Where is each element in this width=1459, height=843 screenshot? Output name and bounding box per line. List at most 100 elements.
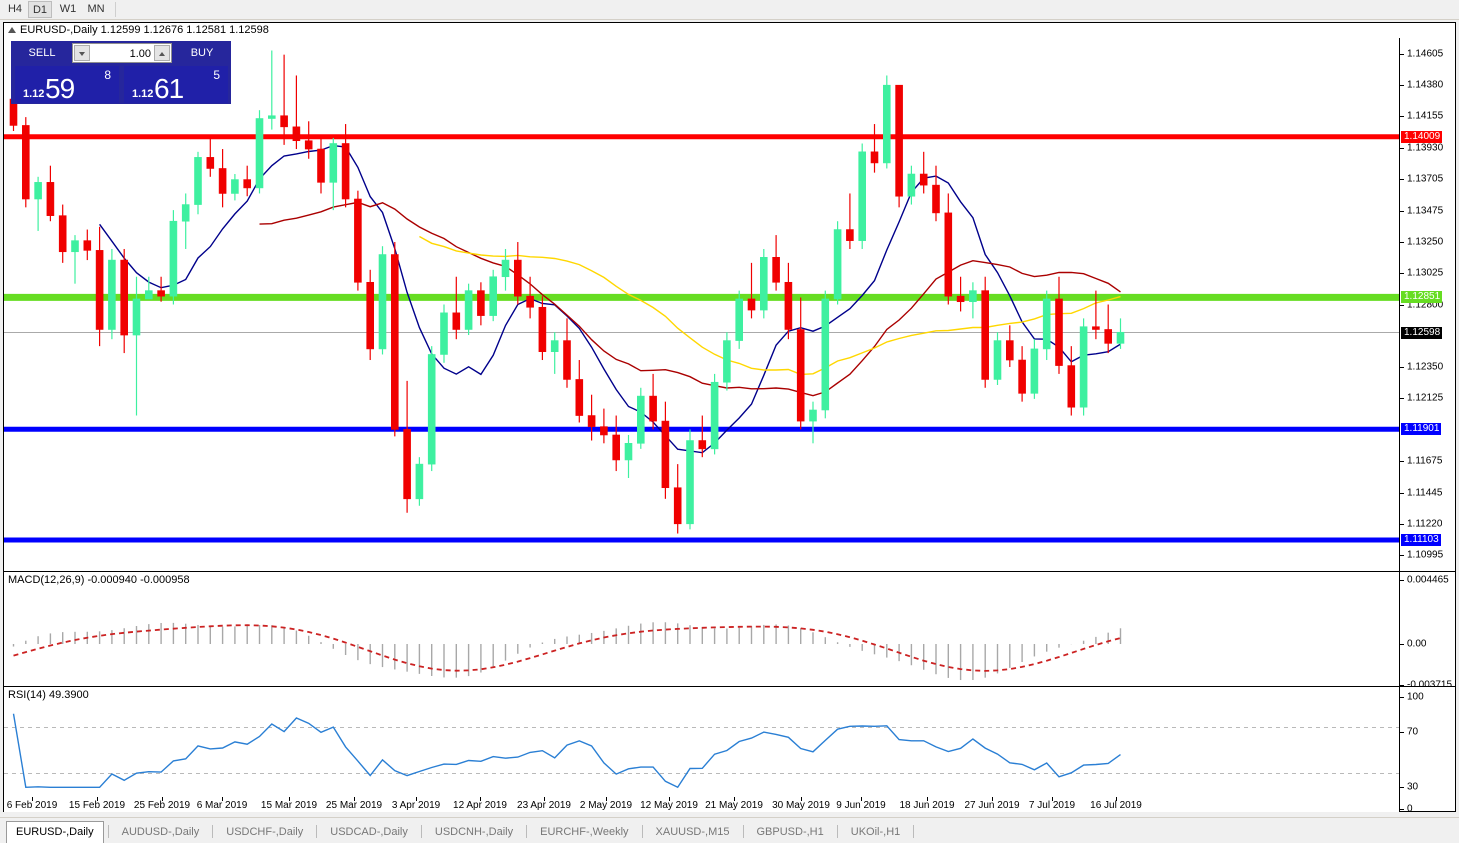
- timeframe-h4[interactable]: H4: [7, 3, 23, 15]
- date-tick-label: 27 Jun 2019: [964, 800, 1020, 811]
- date-tick: [669, 797, 670, 801]
- date-tick: [606, 797, 607, 801]
- price-tick: [1400, 492, 1404, 494]
- macd-chart-svg: [12, 622, 1122, 681]
- macd-tick: [1400, 685, 1404, 686]
- timeframe-w1[interactable]: W1: [59, 3, 77, 15]
- price-tick-label: 1.11220: [1407, 518, 1443, 530]
- date-tick-label: 18 Jun 2019: [899, 800, 955, 811]
- price-tick-label: 1.12125: [1407, 392, 1444, 404]
- price-pane: [4, 38, 1399, 571]
- chart-header: EURUSD-,Daily 1.12599 1.12676 1.12581 1.…: [4, 23, 269, 38]
- date-tick: [801, 797, 802, 801]
- buy-price-quote[interactable]: 1.12 61 5: [124, 66, 228, 104]
- date-tick-label: 6 Feb 2019: [6, 800, 58, 811]
- oct-controls-row: SELL 1.00 BUY: [12, 42, 232, 64]
- rsi-tick: [1400, 697, 1404, 698]
- date-tick: [32, 797, 33, 801]
- chart-header-text: EURUSD-,Daily 1.12599 1.12676 1.12581 1.…: [20, 24, 269, 36]
- timeframe-d1[interactable]: D1: [28, 1, 52, 18]
- date-tick: [416, 797, 417, 801]
- macd-tick-label: -0.003715: [1407, 679, 1453, 691]
- volume-stepper[interactable]: 1.00: [72, 43, 172, 63]
- sell-button[interactable]: SELL: [16, 44, 68, 62]
- price-tick-label: 1.13475: [1407, 205, 1444, 217]
- date-tick-label: 12 May 2019: [640, 800, 698, 811]
- price-tick: [1400, 304, 1404, 306]
- tab-separator: [526, 825, 528, 838]
- date-tick: [354, 797, 355, 801]
- price-tick-label: 1.12800: [1407, 299, 1444, 310]
- price-level-label[interactable]: 1.11901: [1401, 423, 1442, 436]
- buy-price-big: 61: [154, 73, 184, 104]
- timeframe-mn[interactable]: MN: [87, 3, 105, 15]
- date-tick-label: 23 Apr 2019: [517, 800, 571, 811]
- rsi-tick: [1400, 732, 1404, 733]
- price-level-label[interactable]: 1.12598: [1401, 326, 1443, 339]
- chart-tab-eurchf[interactable]: EURCHF-,Weekly: [540, 826, 629, 838]
- price-tick: [1400, 85, 1404, 87]
- price-tick-label: 1.13025: [1407, 267, 1444, 279]
- chart-tab-bar: EURUSD-,Daily AUDUSD-,Daily USDCHF-,Daily U…: [0, 817, 1459, 843]
- chart-tab-gbpusd[interactable]: GBPUSD-,H1: [756, 826, 824, 838]
- date-axis: 6 Feb 2019 15 Feb 2019 25 Feb 2019 6 Mar 20…: [4, 797, 1399, 812]
- date-tick: [480, 797, 481, 801]
- chart-tab-audusd[interactable]: AUDUSD-,Daily: [121, 826, 200, 838]
- toolbar-separator: [115, 2, 116, 17]
- chart-tab-usdchf[interactable]: USDCHF-,Daily: [226, 826, 304, 838]
- price-level-label[interactable]: 1.14009: [1401, 130, 1443, 143]
- price-tick: [1400, 210, 1404, 212]
- rsi-tick: [1400, 787, 1404, 788]
- date-tick-label: 25 Mar 2019: [325, 800, 383, 811]
- price-tick-label: 1.14155: [1407, 110, 1444, 122]
- buy-button[interactable]: BUY: [176, 44, 228, 62]
- price-level-label[interactable]: 1.11103: [1401, 534, 1441, 547]
- price-scale[interactable]: 1.14605 1.14380 1.14155 1.13930 1.13705 1.134…: [1399, 38, 1455, 571]
- date-tick: [1116, 797, 1117, 801]
- price-tick: [1400, 460, 1404, 462]
- rsi-label: RSI(14) 49.3900: [8, 689, 89, 701]
- chart-tab-eurusd[interactable]: EURUSD-,Daily: [6, 821, 104, 843]
- sell-price-big: 59: [45, 73, 75, 104]
- rsi-chart-svg: [4, 713, 1399, 789]
- macd-label: MACD(12,26,9) -0.000940 -0.000958: [8, 574, 190, 586]
- date-tick-label: 21 May 2019: [705, 800, 763, 811]
- sell-price-prefix: 1.12: [23, 88, 45, 100]
- date-tick-label: 2 May 2019: [579, 800, 633, 811]
- date-tick-label: 7 Jul 2019: [1028, 800, 1076, 811]
- price-tick: [1400, 398, 1404, 400]
- price-tick-label: 1.12350: [1407, 361, 1444, 373]
- volume-value[interactable]: 1.00: [129, 48, 151, 60]
- chart-tab-ukoil[interactable]: UKOil-,H1: [850, 826, 901, 838]
- one-click-trading-panel: SELL 1.00 BUY 1.12 59 8 1.12 61 5: [11, 41, 231, 104]
- volume-increase-icon[interactable]: [154, 45, 170, 61]
- price-tick-label: 1.13930: [1407, 142, 1444, 154]
- price-tick: [1400, 116, 1404, 118]
- date-tick: [289, 797, 290, 801]
- date-tick: [734, 797, 735, 801]
- collapse-triangle-icon[interactable]: [8, 27, 16, 34]
- price-tick: [1400, 555, 1404, 557]
- tab-separator: [641, 825, 643, 838]
- macd-tick: [1400, 644, 1404, 645]
- date-tick-label: 12 Apr 2019: [453, 800, 507, 811]
- sell-price-fraction: 8: [104, 68, 111, 82]
- chart-tab-xauusd[interactable]: XAUUSD-,M15: [655, 826, 730, 838]
- price-tick-label: 1.13250: [1407, 236, 1444, 248]
- price-chart-svg: [4, 50, 1399, 543]
- chart-tab-usdcad[interactable]: USDCAD-,Daily: [330, 826, 408, 838]
- price-level-label[interactable]: 1.12851: [1401, 291, 1443, 304]
- tab-separator: [742, 825, 744, 838]
- date-tick: [162, 797, 163, 801]
- date-tick: [861, 797, 862, 801]
- volume-decrease-icon[interactable]: [74, 45, 90, 61]
- date-tick-label: 6 Mar 2019: [196, 800, 248, 811]
- price-tick: [1400, 523, 1404, 525]
- timeframe-toolbar: H4 D1 W1 MN: [0, 0, 1459, 20]
- date-tick-label: 15 Feb 2019: [68, 800, 126, 811]
- macd-tick-label: 0.00: [1407, 638, 1427, 650]
- tab-separator: [107, 825, 109, 838]
- sell-price-quote[interactable]: 1.12 59 8: [15, 66, 119, 104]
- chart-tab-usdcnh[interactable]: USDCNH-,Daily: [434, 826, 514, 838]
